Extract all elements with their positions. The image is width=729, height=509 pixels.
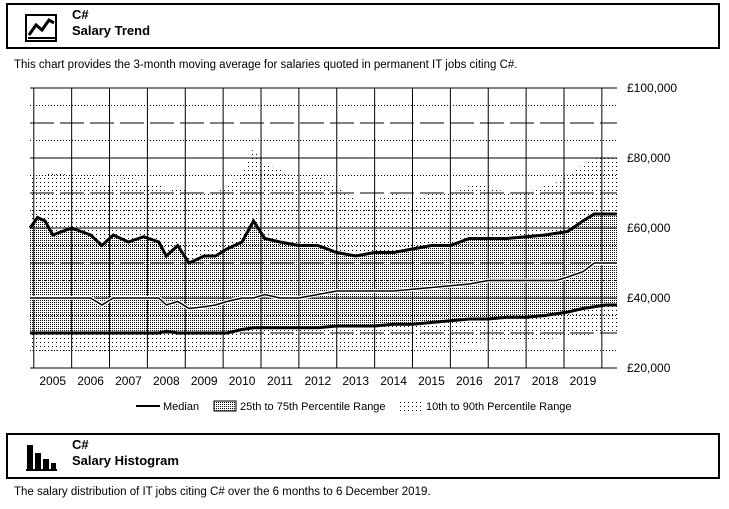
x-tick-label: 2013 [342,374,369,388]
y-tick-label: £80,000 [627,151,671,165]
x-tick-label: 2011 [267,374,293,388]
trend-title: Salary Trend [72,23,151,38]
x-tick-label: 2017 [494,374,521,388]
y-tick-label: £40,000 [627,291,671,305]
x-tick-label: 2006 [77,374,104,388]
histogram-language-label: C# [72,437,89,452]
x-tick-label: 2007 [115,374,142,388]
y-tick-label: £60,000 [627,221,671,235]
salary-trend-header: C# Salary Trend [6,3,720,49]
median-line [30,262,617,310]
x-tick-label: 2010 [229,374,256,388]
bar-chart-icon [26,445,57,471]
x-tick-label: 2018 [532,374,559,388]
salary-histogram-header: C# Salary Histogram [6,433,720,479]
salary-trend-chart: £100,000 £80,000 £60,000 £40,000 £20,000 2005… [28,81,677,413]
x-tick-label: 2014 [380,374,407,388]
y-tick-label: £100,000 [627,81,677,95]
x-tick-label: 2005 [39,374,66,388]
line-chart-icon [25,14,57,42]
x-tick-label: 2016 [456,374,483,388]
legend-median-label: Median [163,401,199,413]
trend-language-label: C# [72,7,89,22]
legend-p10-90-label: 10th to 90th Percentile Range [426,401,572,413]
y-tick-label: £20,000 [627,361,671,375]
x-tick-label: 2015 [418,374,445,388]
x-tick-label: 2019 [570,374,597,388]
median-line-group [30,261,617,311]
legend-p25-75-label: 25th to 75th Percentile Range [240,401,386,413]
p25-edge-line [30,303,617,335]
legend-p25-75-swatch [213,400,237,412]
histogram-title: Salary Histogram [72,453,179,468]
x-tick-label: 2009 [191,374,218,388]
histogram-description: The salary distribution of IT jobs citin… [14,486,431,498]
x-tick-label: 2012 [304,374,331,388]
p75-edge-line [28,212,617,265]
legend-p10-90-swatch [400,401,422,411]
x-tick-label: 2008 [153,374,180,388]
chart-axes: £100,000 £80,000 £60,000 £40,000 £20,000 2005… [39,81,677,388]
chart-legend: Median 25th to 75th Percentile Range 10th … [136,400,572,413]
trend-description: This chart provides the 3-month moving a… [14,59,518,71]
